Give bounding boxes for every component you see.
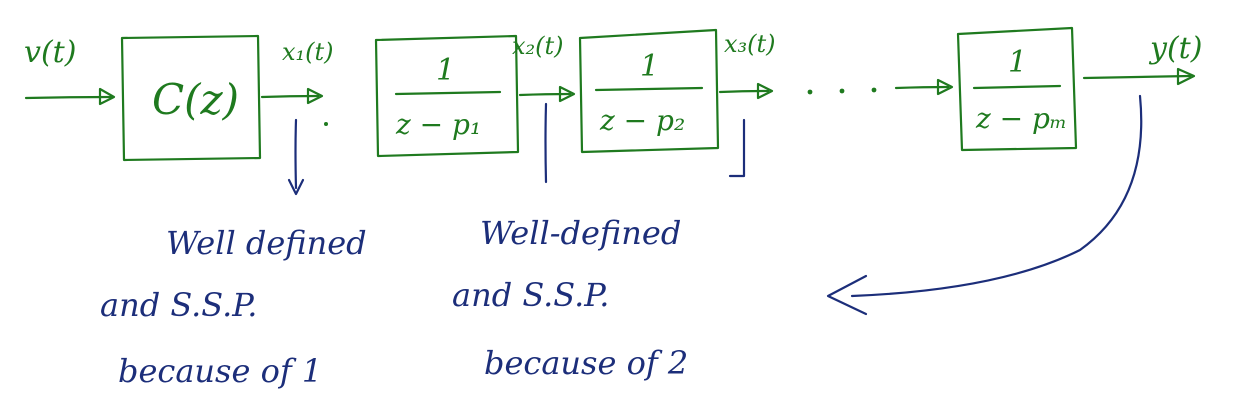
stage2-fraction-bar	[594, 86, 704, 92]
arrow-stage1-to-x2	[518, 92, 572, 97]
stage1-numerator: 1	[436, 53, 455, 88]
signal-x1-label: x₁(t)	[282, 38, 334, 66]
note1-line2: and S.S.P.	[100, 286, 257, 324]
x1-annotation-arrowhead	[287, 178, 305, 196]
stage2-numerator: 1	[640, 49, 659, 84]
controller-block	[120, 34, 262, 162]
stage1-block	[374, 34, 520, 158]
stage2-block	[578, 28, 720, 154]
note2-line3: because of 2	[484, 344, 688, 382]
stage-m-fraction-bar	[972, 84, 1062, 90]
note2-line1: Well-defined	[480, 214, 681, 252]
stage1-fraction-bar	[394, 90, 502, 96]
arrowhead-x2	[558, 85, 576, 103]
note2-line2: and S.S.P.	[452, 276, 609, 314]
signal-x2-label: x₂(t)	[512, 32, 564, 60]
arrowhead-stage-m	[936, 78, 954, 96]
stage1-denominator: z − p₁	[395, 108, 481, 141]
stage-m-numerator: 1	[1008, 45, 1027, 80]
arrow-stage2-to-x3	[718, 89, 770, 94]
output-arrow	[1082, 74, 1192, 80]
stage-m-denominator: z − pₘ	[975, 102, 1067, 135]
arrowhead-x1	[306, 87, 324, 105]
controller-label: C(z)	[152, 75, 239, 124]
arrow-controller-to-x1	[260, 94, 320, 99]
signal-output-label: y(t)	[1148, 31, 1202, 66]
stage-m-block	[956, 26, 1078, 152]
stray-dot	[324, 122, 328, 126]
input-arrowhead	[98, 87, 116, 106]
input-arrow	[24, 95, 114, 100]
ellipsis	[807, 87, 877, 95]
output-feedback-arrowhead	[826, 274, 868, 316]
arrow-into-stage-m	[894, 85, 950, 90]
note1-line1: Well defined	[166, 224, 367, 262]
note1-line3: because of 1	[118, 352, 322, 390]
output-feedback-curve	[850, 94, 1143, 298]
x3-annotation-line	[728, 118, 746, 178]
signal-x3-label: x₃(t)	[724, 30, 776, 58]
x1-annotation-line	[294, 118, 298, 190]
output-arrowhead	[1176, 67, 1196, 86]
arrowhead-x3	[756, 82, 774, 100]
stage2-denominator: z − p₂	[599, 104, 685, 137]
signal-input-label: v(t)	[24, 35, 76, 70]
x2-annotation-line	[544, 102, 548, 184]
